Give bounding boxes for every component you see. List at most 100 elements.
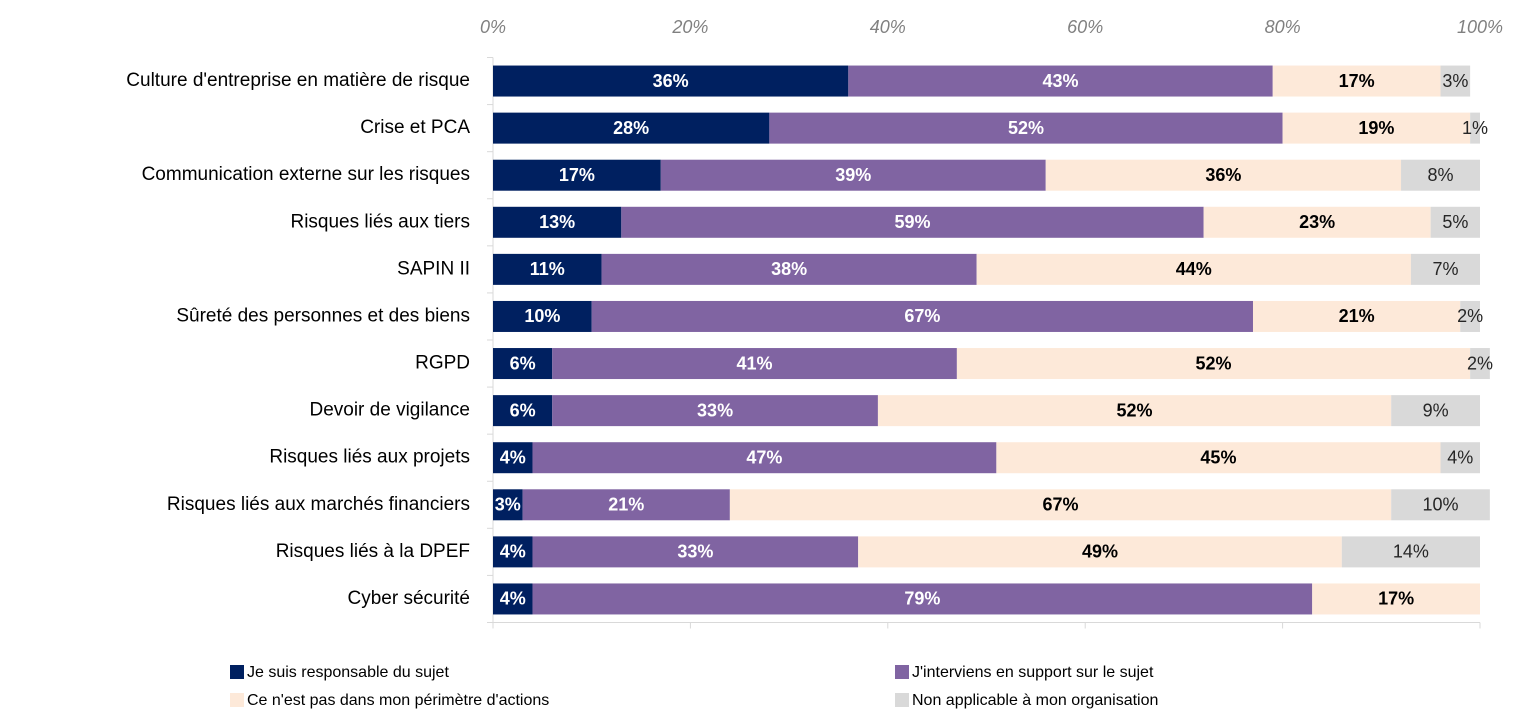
- legend-swatch: [895, 693, 909, 707]
- bar-segment: [1391, 395, 1480, 427]
- value-label: 2%: [1467, 353, 1493, 373]
- value-label: 44%: [1176, 259, 1212, 279]
- value-label: 38%: [771, 259, 807, 279]
- value-label: 10%: [524, 306, 560, 326]
- value-label: 79%: [904, 589, 940, 609]
- bar-segment: [493, 206, 622, 238]
- legend-swatch: [230, 665, 244, 679]
- bar-segment: [493, 253, 602, 285]
- bar-segment: [1401, 159, 1480, 191]
- bar-segment: [522, 489, 730, 521]
- bar-segment: [493, 65, 849, 97]
- bar-segment: [493, 442, 533, 474]
- bar-segment: [621, 206, 1204, 238]
- value-label: 5%: [1442, 212, 1468, 232]
- category-label: RGPD: [415, 353, 470, 374]
- legend-label: J'interviens en support sur le sujet: [912, 664, 1154, 681]
- value-label: 47%: [746, 447, 782, 467]
- bar-segment: [493, 536, 533, 568]
- category-label: SAPIN II: [397, 258, 470, 279]
- value-label: 23%: [1299, 212, 1335, 232]
- legend-label: Je suis responsable du sujet: [247, 664, 449, 681]
- category-label: Risques liés à la DPEF: [276, 541, 470, 562]
- value-label: 43%: [1043, 71, 1079, 91]
- bar-segment: [1460, 300, 1480, 332]
- x-tick-label: 80%: [1265, 17, 1301, 37]
- bar-segment: [1312, 583, 1480, 615]
- bar-segment: [858, 536, 1342, 568]
- value-label: 4%: [500, 589, 526, 609]
- value-label: 41%: [737, 353, 773, 373]
- value-label: 28%: [613, 118, 649, 138]
- bar-segment: [1272, 65, 1441, 97]
- value-label: 45%: [1200, 447, 1236, 467]
- bar-segment: [493, 159, 661, 191]
- value-label: 17%: [559, 165, 595, 185]
- value-label: 4%: [1447, 447, 1473, 467]
- value-label: 6%: [510, 400, 536, 420]
- bar-segment: [729, 489, 1392, 521]
- bar-segment: [591, 300, 1253, 332]
- bar-segment: [976, 253, 1411, 285]
- value-label: 3%: [495, 495, 521, 515]
- x-tick-label: 0%: [480, 17, 506, 37]
- legend-label: Non applicable à mon organisation: [912, 692, 1158, 709]
- value-label: 4%: [500, 447, 526, 467]
- bar-segment: [877, 395, 1392, 427]
- bar-segment: [1470, 348, 1490, 380]
- value-label: 36%: [653, 71, 689, 91]
- value-label: 67%: [1043, 495, 1079, 515]
- bar-segment: [1430, 206, 1480, 238]
- category-label: Crise et PCA: [360, 117, 470, 138]
- value-label: 14%: [1393, 542, 1429, 562]
- bar-segment: [493, 489, 523, 521]
- bar-segment: [493, 395, 553, 427]
- value-label: 9%: [1423, 400, 1449, 420]
- x-tick-label: 40%: [870, 17, 906, 37]
- value-label: 8%: [1428, 165, 1454, 185]
- bar-segment: [493, 300, 592, 332]
- category-label: Communication externe sur les risques: [142, 164, 470, 185]
- value-label: 52%: [1008, 118, 1044, 138]
- bar-segment: [532, 442, 997, 474]
- bar-segment: [848, 65, 1273, 97]
- category-label: Sûreté des personnes et des biens: [176, 305, 470, 326]
- category-label: Cyber sécurité: [348, 588, 471, 609]
- value-label: 7%: [1432, 259, 1458, 279]
- value-label: 59%: [894, 212, 930, 232]
- category-label: Devoir de vigilance: [309, 400, 470, 421]
- bar-segment: [1341, 536, 1480, 568]
- legend-label: Ce n'est pas dans mon périmètre d'action…: [247, 692, 549, 709]
- value-label: 52%: [1117, 400, 1153, 420]
- category-label: Culture d'entreprise en matière de risqu…: [126, 70, 470, 91]
- value-label: 33%: [677, 542, 713, 562]
- legend-swatch: [230, 693, 244, 707]
- value-label: 36%: [1205, 165, 1241, 185]
- bar-segment: [956, 348, 1471, 380]
- bar-segment: [1410, 253, 1480, 285]
- x-tick-label: 20%: [671, 17, 708, 37]
- value-label: 17%: [1378, 589, 1414, 609]
- bar-segment: [1440, 442, 1480, 474]
- value-label: 10%: [1423, 495, 1459, 515]
- bar-segment: [532, 583, 1313, 615]
- value-label: 2%: [1457, 306, 1483, 326]
- legend-swatch: [895, 665, 909, 679]
- bar-segment: [1440, 65, 1471, 97]
- bar-segment: [769, 112, 1283, 144]
- bar-segment: [660, 159, 1046, 191]
- value-label: 21%: [608, 495, 644, 515]
- value-label: 39%: [835, 165, 871, 185]
- value-label: 3%: [1442, 71, 1468, 91]
- bar-segment: [493, 583, 533, 615]
- value-label: 13%: [539, 212, 575, 232]
- bar-segment: [493, 348, 553, 380]
- bar-segment: [1391, 489, 1490, 521]
- bar-segment: [493, 112, 770, 144]
- value-label: 6%: [510, 353, 536, 373]
- bar-segment: [996, 442, 1441, 474]
- bar-segment: [1045, 159, 1402, 191]
- value-label: 11%: [530, 259, 565, 279]
- category-label: Risques liés aux marchés financiers: [167, 494, 470, 515]
